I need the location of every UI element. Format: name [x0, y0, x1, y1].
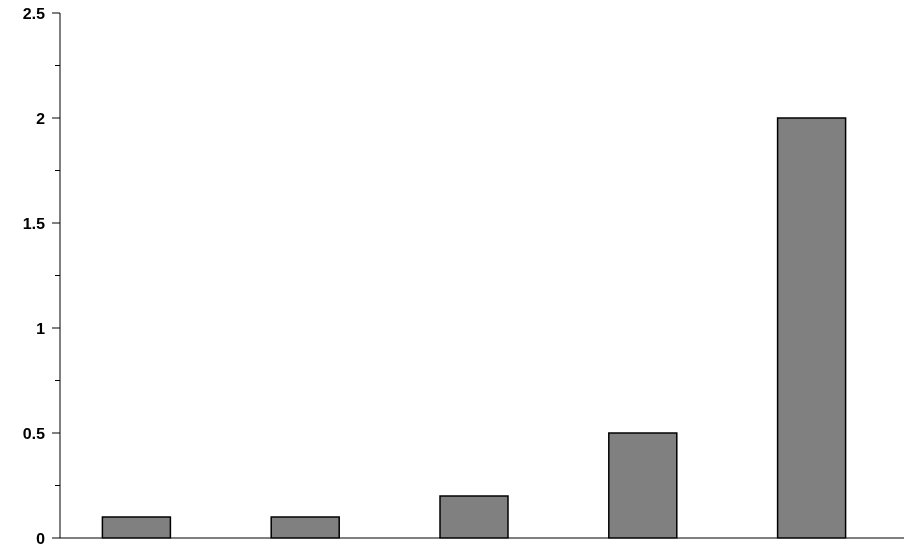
- y-tick-label: 1: [36, 321, 45, 338]
- y-tick-label: 0.5: [23, 426, 45, 443]
- y-tick-label: 1.5: [23, 216, 45, 233]
- y-axis: 0 0.5 1 1.5 2 2.5: [23, 6, 61, 548]
- y-tick-label: 2: [36, 111, 45, 128]
- bar: [608, 432, 678, 539]
- bar: [101, 516, 172, 539]
- bar: [270, 516, 340, 539]
- bar: [439, 495, 509, 539]
- bars: [101, 117, 847, 539]
- y-tick-label: 2.5: [23, 6, 45, 23]
- y-tick-label: 0: [36, 531, 45, 548]
- bar: [776, 117, 847, 539]
